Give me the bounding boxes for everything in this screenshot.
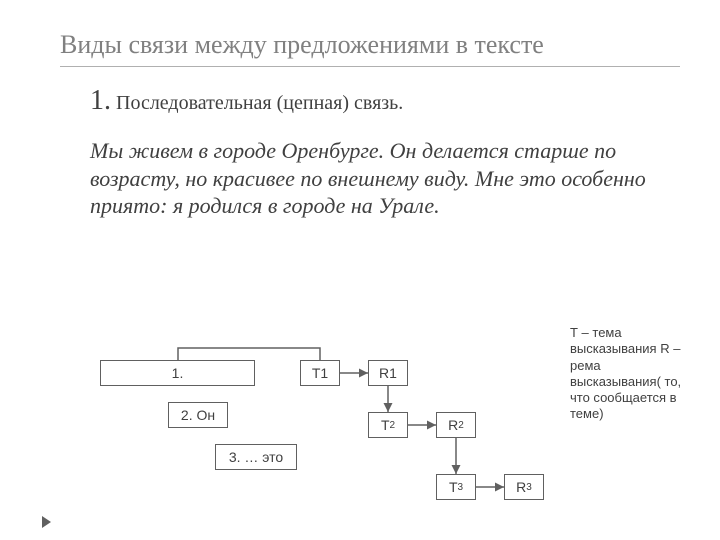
diagram-node-s1: 1.	[100, 360, 255, 386]
subtitle: 1. Последовательная (цепная) связь.	[90, 85, 680, 117]
diagram-node-t1: Т1	[300, 360, 340, 386]
slide: Виды связи между предложениями в тексте …	[0, 0, 720, 540]
subtitle-text: Последовательная (цепная) связь.	[116, 92, 403, 114]
diagram-edge	[178, 348, 320, 360]
diagram-node-r1: R1	[368, 360, 408, 386]
diagram-node-r2: R2	[436, 412, 476, 438]
page-title: Виды связи между предложениями в тексте	[60, 30, 680, 67]
diagram-node-t2: Т2	[368, 412, 408, 438]
diagram-node-s3: 3. … это	[215, 444, 297, 470]
diagram-node-s2: 2. Он	[168, 402, 228, 428]
chain-diagram: 1.Т1R12. ОнТ2R23. … этоТ3R3	[100, 340, 540, 520]
body-text: Мы живем в городе Оренбурге. Он делается…	[90, 137, 650, 220]
slide-marker-icon	[42, 516, 51, 528]
diagram-node-t3: Т3	[436, 474, 476, 500]
legend: Т – тема высказывания R – рема высказыва…	[570, 325, 690, 423]
diagram-node-r3: R3	[504, 474, 544, 500]
subtitle-number: 1.	[90, 85, 111, 116]
